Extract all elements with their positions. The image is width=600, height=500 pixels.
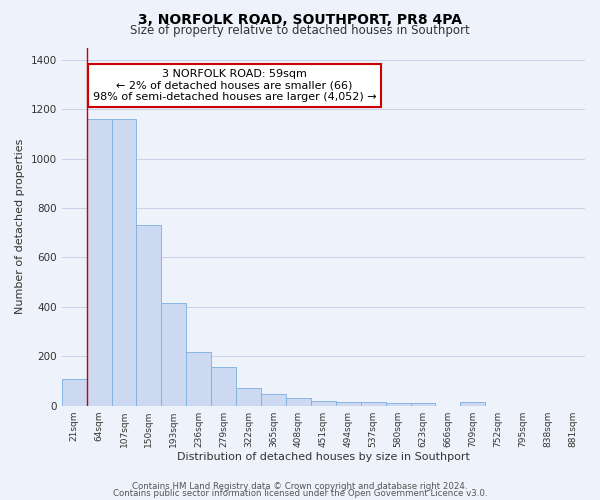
Bar [361,402,386,406]
Text: 3, NORFOLK ROAD, SOUTHPORT, PR8 4PA: 3, NORFOLK ROAD, SOUTHPORT, PR8 4PA [138,12,462,26]
Bar [112,119,136,406]
Bar [62,380,86,406]
Text: 3 NORFOLK ROAD: 59sqm
← 2% of detached houses are smaller (66)
98% of semi-detac: 3 NORFOLK ROAD: 59sqm ← 2% of detached h… [92,69,376,102]
Text: Contains public sector information licensed under the Open Government Licence v3: Contains public sector information licen… [113,489,487,498]
Bar [286,398,311,406]
Bar [211,368,236,406]
Bar [410,402,436,406]
Bar [86,119,112,406]
Text: Contains HM Land Registry data © Crown copyright and database right 2024.: Contains HM Land Registry data © Crown c… [132,482,468,491]
Bar [136,226,161,406]
Bar [261,394,286,406]
Y-axis label: Number of detached properties: Number of detached properties [15,139,25,314]
Bar [336,402,361,406]
Bar [311,401,336,406]
Text: Size of property relative to detached houses in Southport: Size of property relative to detached ho… [130,24,470,37]
Bar [386,402,410,406]
Bar [236,388,261,406]
Bar [161,303,186,406]
Bar [186,352,211,406]
X-axis label: Distribution of detached houses by size in Southport: Distribution of detached houses by size … [177,452,470,462]
Bar [460,402,485,406]
